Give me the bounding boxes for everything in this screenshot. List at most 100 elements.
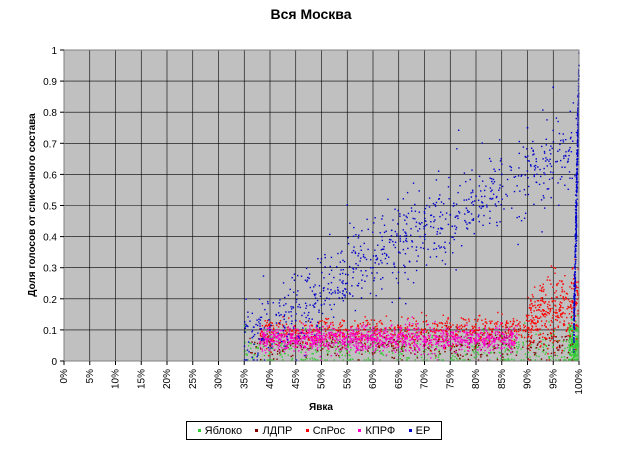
data-point (365, 337, 367, 339)
data-point (287, 343, 289, 345)
data-point (575, 221, 577, 223)
data-point (575, 302, 577, 305)
y-axis-label: Доля голосов от списочного состава (27, 113, 38, 297)
data-point (360, 335, 363, 337)
data-point (444, 263, 447, 265)
data-point (326, 322, 328, 324)
data-point (441, 326, 443, 329)
y-tick-label: 1 (51, 46, 57, 57)
data-point (262, 340, 264, 342)
data-point (266, 343, 269, 346)
data-point (530, 337, 532, 339)
data-point (359, 342, 362, 344)
data-point (291, 337, 294, 339)
data-point (270, 324, 272, 326)
data-point (427, 353, 430, 355)
data-point (492, 193, 495, 196)
data-point (358, 234, 360, 236)
x-tick-label: 55% (342, 369, 353, 389)
data-point (389, 336, 392, 339)
data-point (484, 341, 486, 344)
data-point (575, 204, 578, 206)
data-point (278, 302, 280, 304)
data-point (572, 327, 574, 329)
data-point (557, 316, 559, 318)
data-point (575, 191, 578, 194)
legend-marker-icon (255, 429, 259, 432)
data-point (431, 336, 433, 339)
data-point (561, 336, 563, 338)
data-point (376, 349, 379, 351)
data-point (576, 153, 578, 156)
data-point (538, 317, 541, 320)
data-point (366, 331, 369, 333)
data-point (288, 317, 290, 319)
data-point (574, 341, 577, 343)
data-point (471, 219, 473, 221)
data-point (306, 358, 308, 360)
data-point (525, 340, 528, 343)
data-point (507, 359, 509, 361)
data-point (454, 355, 456, 358)
data-point (438, 349, 440, 351)
data-point (388, 241, 391, 244)
data-point (341, 319, 344, 321)
data-point (560, 139, 562, 142)
data-point (375, 330, 378, 333)
data-point (317, 257, 319, 260)
data-point (531, 341, 534, 344)
data-point (344, 336, 346, 339)
data-point (268, 338, 270, 340)
data-point (426, 339, 429, 341)
data-point (533, 286, 536, 288)
data-point (286, 339, 288, 341)
data-point (479, 335, 482, 338)
data-point (574, 258, 576, 261)
data-point (373, 341, 375, 344)
data-point (295, 359, 298, 361)
data-point (323, 345, 326, 347)
data-point (532, 329, 535, 331)
data-point (545, 157, 547, 159)
data-point (575, 181, 577, 183)
data-point (577, 332, 580, 334)
data-point (564, 336, 566, 338)
data-point (568, 149, 571, 151)
data-point (279, 342, 281, 344)
data-point (524, 325, 527, 327)
data-point (548, 178, 551, 181)
data-point (337, 292, 339, 294)
data-point (577, 129, 579, 131)
data-point (573, 351, 575, 353)
data-point (376, 258, 378, 261)
data-point (277, 326, 280, 328)
data-point (329, 345, 331, 347)
data-point (293, 331, 295, 333)
data-point (429, 327, 431, 329)
data-point (364, 316, 366, 318)
data-point (363, 329, 366, 331)
data-point (337, 252, 339, 255)
data-point (502, 359, 505, 361)
data-point (379, 331, 381, 334)
legend-item-yabloko: Яблоко (197, 425, 242, 437)
data-point (351, 358, 354, 360)
data-point (269, 325, 271, 327)
data-point (270, 331, 273, 333)
data-point (283, 314, 286, 316)
data-point (291, 320, 293, 322)
data-point (263, 340, 266, 342)
data-point (364, 351, 367, 353)
data-point (405, 344, 408, 346)
data-point (267, 300, 269, 303)
data-point (486, 354, 488, 356)
data-point (415, 269, 418, 272)
data-point (393, 357, 396, 359)
data-point (576, 183, 578, 185)
data-point (293, 328, 296, 330)
data-point (259, 328, 262, 330)
data-point (505, 334, 508, 337)
data-point (373, 334, 375, 336)
data-point (396, 359, 398, 361)
legend-marker-icon (358, 429, 362, 432)
